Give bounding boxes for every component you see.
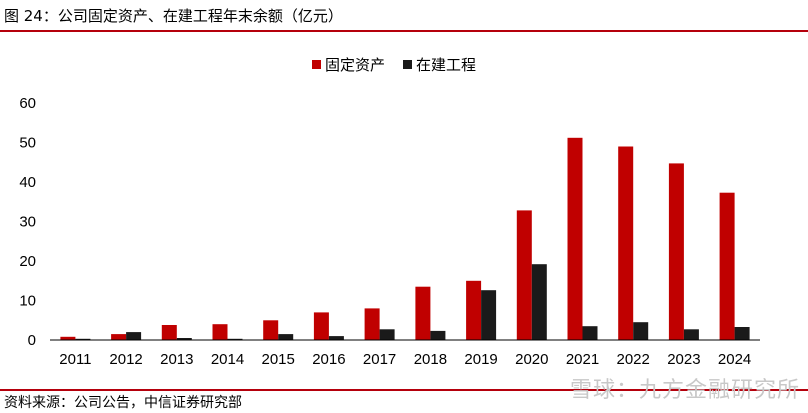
bar-fixed-assets: [111, 334, 127, 340]
bar-fixed-assets: [212, 324, 228, 340]
legend-label-fixed-assets: 固定资产: [325, 56, 385, 74]
y-tick-label: 10: [19, 293, 36, 310]
bars: [60, 137, 750, 341]
y-tick-label: 0: [28, 332, 36, 349]
x-tick-label: 2020: [515, 351, 548, 368]
y-tick-label: 30: [19, 214, 36, 231]
figure-title: 图 24：公司固定资产、在建工程年末余额（亿元）: [4, 7, 343, 25]
x-tick-label: 2023: [667, 351, 700, 368]
bar-construction: [683, 329, 699, 340]
bar-construction: [227, 338, 243, 340]
bar-fixed-assets: [313, 312, 329, 340]
y-tick-label: 50: [19, 135, 36, 152]
bar-construction: [328, 336, 344, 340]
bar-fixed-assets: [618, 146, 634, 340]
bar-construction: [430, 330, 446, 340]
bar-fixed-assets: [466, 280, 482, 341]
bar-construction: [734, 327, 750, 340]
bar-construction: [126, 332, 142, 340]
watermark-logo: 雪球：九方金融研究所: [569, 378, 800, 403]
legend-label-construction: 在建工程: [416, 56, 476, 74]
x-tick-label: 2018: [414, 351, 447, 368]
x-tick-label: 2013: [160, 351, 193, 368]
x-axis: 2011 2012 2013 2014 2015 2016 2017 2018 2019 2020…: [59, 351, 751, 368]
x-tick-label: 2019: [464, 351, 497, 368]
bar-fixed-assets: [415, 286, 431, 340]
x-tick-label: 2017: [363, 351, 396, 368]
bar-fixed-assets: [719, 192, 735, 340]
y-tick-label: 20: [19, 253, 36, 270]
x-tick-label: 2014: [211, 351, 244, 368]
x-tick-label: 2011: [59, 351, 91, 368]
x-tick-label: 2012: [109, 351, 142, 368]
bottom-rule: [0, 389, 808, 391]
legend-swatch-fixed-assets: [312, 60, 321, 69]
bar-construction: [633, 322, 649, 340]
chart-legend: 固定资产 在建工程: [312, 56, 476, 74]
bar-fixed-assets: [364, 308, 380, 340]
source-note: 资料来源：公司公告，中信证券研究部: [4, 395, 242, 411]
x-tick-label: 2022: [617, 351, 650, 368]
legend-swatch-construction: [403, 60, 412, 69]
bar-fixed-assets: [263, 320, 279, 341]
bar-construction: [176, 338, 192, 340]
x-tick-label: 2021: [566, 351, 599, 368]
top-rule: [0, 30, 808, 32]
bar-construction: [481, 290, 497, 340]
x-tick-label: 2016: [312, 351, 345, 368]
y-tick-label: 40: [19, 174, 36, 191]
y-axis: 0 10 20 30 40 50 60: [19, 95, 36, 349]
x-tick-label: 2024: [718, 351, 751, 368]
bar-fixed-assets: [516, 210, 532, 340]
x-tick-label: 2015: [262, 351, 295, 368]
y-tick-label: 60: [19, 95, 36, 112]
bar-construction: [531, 264, 547, 340]
bar-fixed-assets: [161, 325, 177, 340]
bar-fixed-assets: [567, 137, 583, 340]
bar-chart: 固定资产 在建工程 0 10 20 30 40 50 60 2011 2012 2013 2014…: [19, 56, 760, 368]
bar-construction: [582, 326, 598, 340]
bar-fixed-assets: [668, 163, 684, 340]
bar-fixed-assets: [60, 336, 76, 340]
bar-construction: [278, 334, 294, 340]
bar-construction: [379, 329, 395, 340]
bar-construction: [75, 338, 91, 340]
